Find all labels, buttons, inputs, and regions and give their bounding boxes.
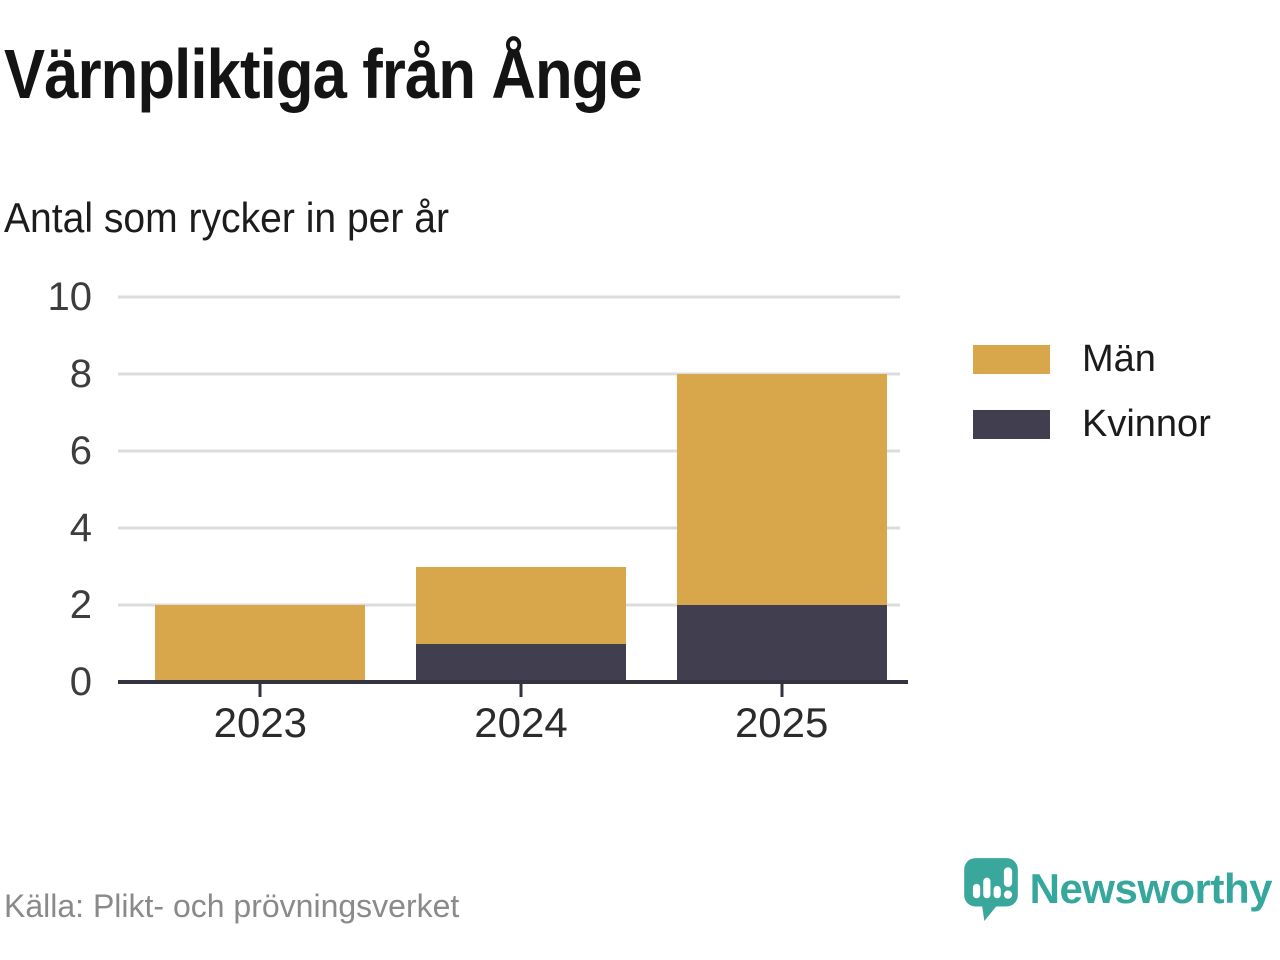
y-tick-label: 6	[69, 429, 92, 473]
y-tick-label: 2	[69, 583, 92, 627]
legend-swatch-kvinnor	[973, 409, 1050, 439]
bar-segment-Kvinnor-2024	[416, 643, 626, 682]
bar-segment-Män-2025	[676, 374, 887, 605]
bar-group-2025	[676, 374, 887, 682]
bar-group-2024	[416, 566, 626, 682]
x-tick-label: 2023	[213, 699, 308, 746]
bar-segment-Män-2023	[155, 605, 366, 682]
legend-item-kvinnor: Kvinnor	[973, 405, 1211, 443]
newsworthy-bubble-icon	[963, 858, 1018, 921]
gridline	[118, 449, 900, 453]
gridline	[118, 295, 900, 299]
legend-label-kvinnor: Kvinnor	[1082, 403, 1211, 445]
x-axis-tick	[780, 684, 784, 697]
x-tick-label: 2024	[474, 699, 568, 746]
bar-group-2023	[155, 605, 366, 682]
gridline	[118, 372, 900, 376]
x-axis-tick	[519, 684, 523, 697]
y-tick-label: 0	[69, 660, 92, 704]
chart-subtitle: Antal som rycker in per år	[4, 194, 450, 241]
bar-segment-Män-2024	[416, 566, 626, 644]
y-tick-label: 8	[69, 352, 92, 396]
gridline	[118, 526, 900, 530]
stacked-bar-chart: 0 2 4 6 8 10 2023 2024 2025 Män Kvinnor	[0, 277, 1280, 780]
chart-title: Värnpliktiga från Ånge	[4, 35, 643, 113]
x-axis-tick	[258, 684, 262, 697]
brand-logo: Newsworthy	[962, 856, 1273, 922]
brand-name: Newsworthy	[1029, 865, 1273, 912]
plot-area	[118, 295, 908, 697]
x-axis-labels: 2023 2024 2025	[118, 702, 900, 752]
source-attribution: Källa: Plikt- och prövningsverket	[4, 888, 460, 924]
legend: Män Kvinnor	[973, 340, 1211, 443]
x-axis-line	[118, 680, 908, 684]
y-axis-labels: 0 2 4 6 8 10	[0, 277, 93, 702]
legend-label-man: Män	[1082, 338, 1156, 380]
legend-swatch-man	[973, 344, 1050, 374]
legend-item-man: Män	[973, 340, 1211, 378]
y-tick-label: 4	[69, 506, 92, 550]
x-tick-label: 2025	[734, 699, 829, 746]
bar-segment-Kvinnor-2025	[676, 605, 887, 682]
y-tick-label: 10	[47, 275, 93, 319]
